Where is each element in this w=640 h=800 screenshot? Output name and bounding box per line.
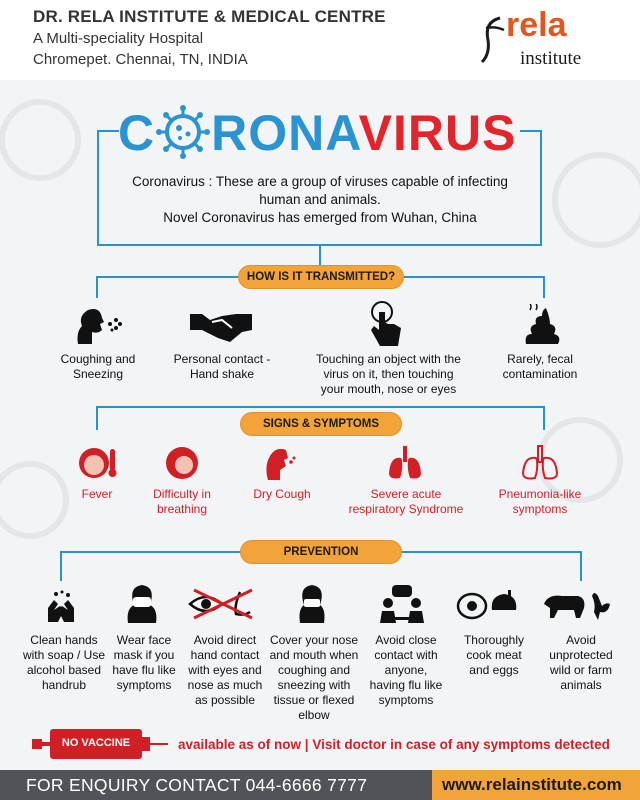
org-subtitle: A Multi-speciality Hospital bbox=[33, 30, 204, 47]
prevention-label-5: Avoid close contact with anyone, having … bbox=[369, 633, 443, 707]
symptoms-heading: SIGNS & SYMPTOMS bbox=[240, 412, 402, 436]
frame-left-vertical bbox=[97, 130, 99, 244]
prevention-label-1: Clean hands with soap / Use alcohol base… bbox=[22, 633, 106, 692]
intro-line-1: Coronavirus : These are a group of virus… bbox=[132, 174, 508, 207]
logo-mark-icon bbox=[480, 16, 505, 64]
prevention-heading: PREVENTION bbox=[240, 540, 402, 564]
handshake-icon bbox=[190, 314, 252, 342]
no-touch-face-icon bbox=[188, 588, 253, 620]
prevention-label-7: Avoid unprotected wild or farm animals bbox=[549, 633, 613, 692]
symptom-label-5: Pneumonia-like symptoms bbox=[498, 487, 582, 516]
cooked-food-icon bbox=[456, 590, 517, 620]
enquiry-contact: FOR ENQUIRY CONTACT 044-6666 7777 bbox=[26, 775, 368, 795]
virus-o-icon bbox=[155, 105, 211, 159]
fever-face-icon bbox=[79, 448, 117, 478]
website-banner: www.relainstitute.com bbox=[432, 770, 640, 800]
header: DR. RELA INSTITUTE & MEDICAL CENTRE A Mu… bbox=[0, 0, 640, 80]
prevention-label-6: Thoroughly cook meat and eggs bbox=[463, 633, 525, 677]
rela-logo: rela institute bbox=[478, 6, 608, 72]
frame-right-vertical bbox=[540, 130, 542, 244]
page-title: C RONAVIRUS bbox=[118, 105, 517, 161]
background-virus-pattern bbox=[0, 99, 640, 539]
feces-icon bbox=[525, 304, 560, 344]
prevention-label-3: Avoid direct hand contact with eyes and … bbox=[187, 633, 263, 707]
vaccine-note: available as of now | Visit doctor in ca… bbox=[178, 737, 610, 752]
transmission-tick-2 bbox=[543, 276, 545, 298]
symptoms-line-top bbox=[96, 406, 545, 408]
website-link[interactable]: www.relainstitute.com bbox=[442, 775, 622, 794]
people-distance-icon bbox=[380, 585, 424, 623]
prevention-tick-1 bbox=[60, 551, 62, 581]
syringe-icon bbox=[32, 729, 168, 759]
prevention-tick-2 bbox=[580, 551, 582, 581]
symptoms-tick-1 bbox=[96, 406, 98, 430]
symptom-label-3: Dry Cough bbox=[253, 487, 311, 501]
transmission-label-2: Personal contact - Hand shake bbox=[173, 352, 271, 381]
dry-cough-icon bbox=[266, 448, 296, 480]
cover-cough-icon bbox=[299, 585, 325, 623]
intro-text: Coronavirus : These are a group of virus… bbox=[120, 173, 520, 227]
intro-line-2: Novel Coronavirus has emerged from Wuhan… bbox=[163, 210, 477, 225]
prevention-label-4: Cover your nose and mouth when coughing … bbox=[269, 633, 359, 722]
frame-connector bbox=[319, 244, 321, 266]
symptom-label-4: Severe acute respiratory Syndrome bbox=[348, 487, 464, 516]
washing-hands-icon bbox=[48, 590, 74, 622]
face-mask-icon bbox=[127, 585, 157, 623]
no-vaccine-badge: NO VACCINE bbox=[61, 737, 131, 749]
pneumonia-lungs-icon bbox=[521, 445, 559, 480]
symptom-label-1: Fever bbox=[81, 487, 113, 501]
farm-animals-icon bbox=[544, 593, 610, 620]
prevention-label-2: Wear face mask if you have flu like symp… bbox=[112, 633, 176, 692]
transmission-tick-1 bbox=[96, 276, 98, 298]
transmission-label-4: Rarely, fecal contamination bbox=[502, 352, 578, 381]
org-location: Chromepet. Chennai, TN, INDIA bbox=[33, 51, 248, 68]
footer: FOR ENQUIRY CONTACT 044-6666 7777 www.re… bbox=[0, 770, 640, 800]
logo-subtext: institute bbox=[520, 48, 582, 69]
transmission-heading: HOW IS IT TRANSMITTED? bbox=[238, 265, 404, 289]
sneezing-person-icon bbox=[77, 309, 122, 344]
org-name: DR. RELA INSTITUTE & MEDICAL CENTRE bbox=[33, 7, 386, 26]
symptom-label-2: Difficulty in breathing bbox=[153, 487, 211, 516]
transmission-label-1: Coughing and Sneezing bbox=[60, 352, 136, 381]
title-frame-left bbox=[97, 130, 119, 132]
logo-text: rela bbox=[506, 6, 567, 44]
symptoms-tick-2 bbox=[543, 406, 545, 430]
title-frame-right bbox=[520, 130, 542, 132]
breathing-difficulty-icon bbox=[166, 447, 198, 479]
transmission-label-3: Touching an object with the virus on it,… bbox=[316, 352, 461, 396]
lungs-icon bbox=[389, 446, 421, 479]
touch-finger-icon bbox=[371, 301, 401, 346]
